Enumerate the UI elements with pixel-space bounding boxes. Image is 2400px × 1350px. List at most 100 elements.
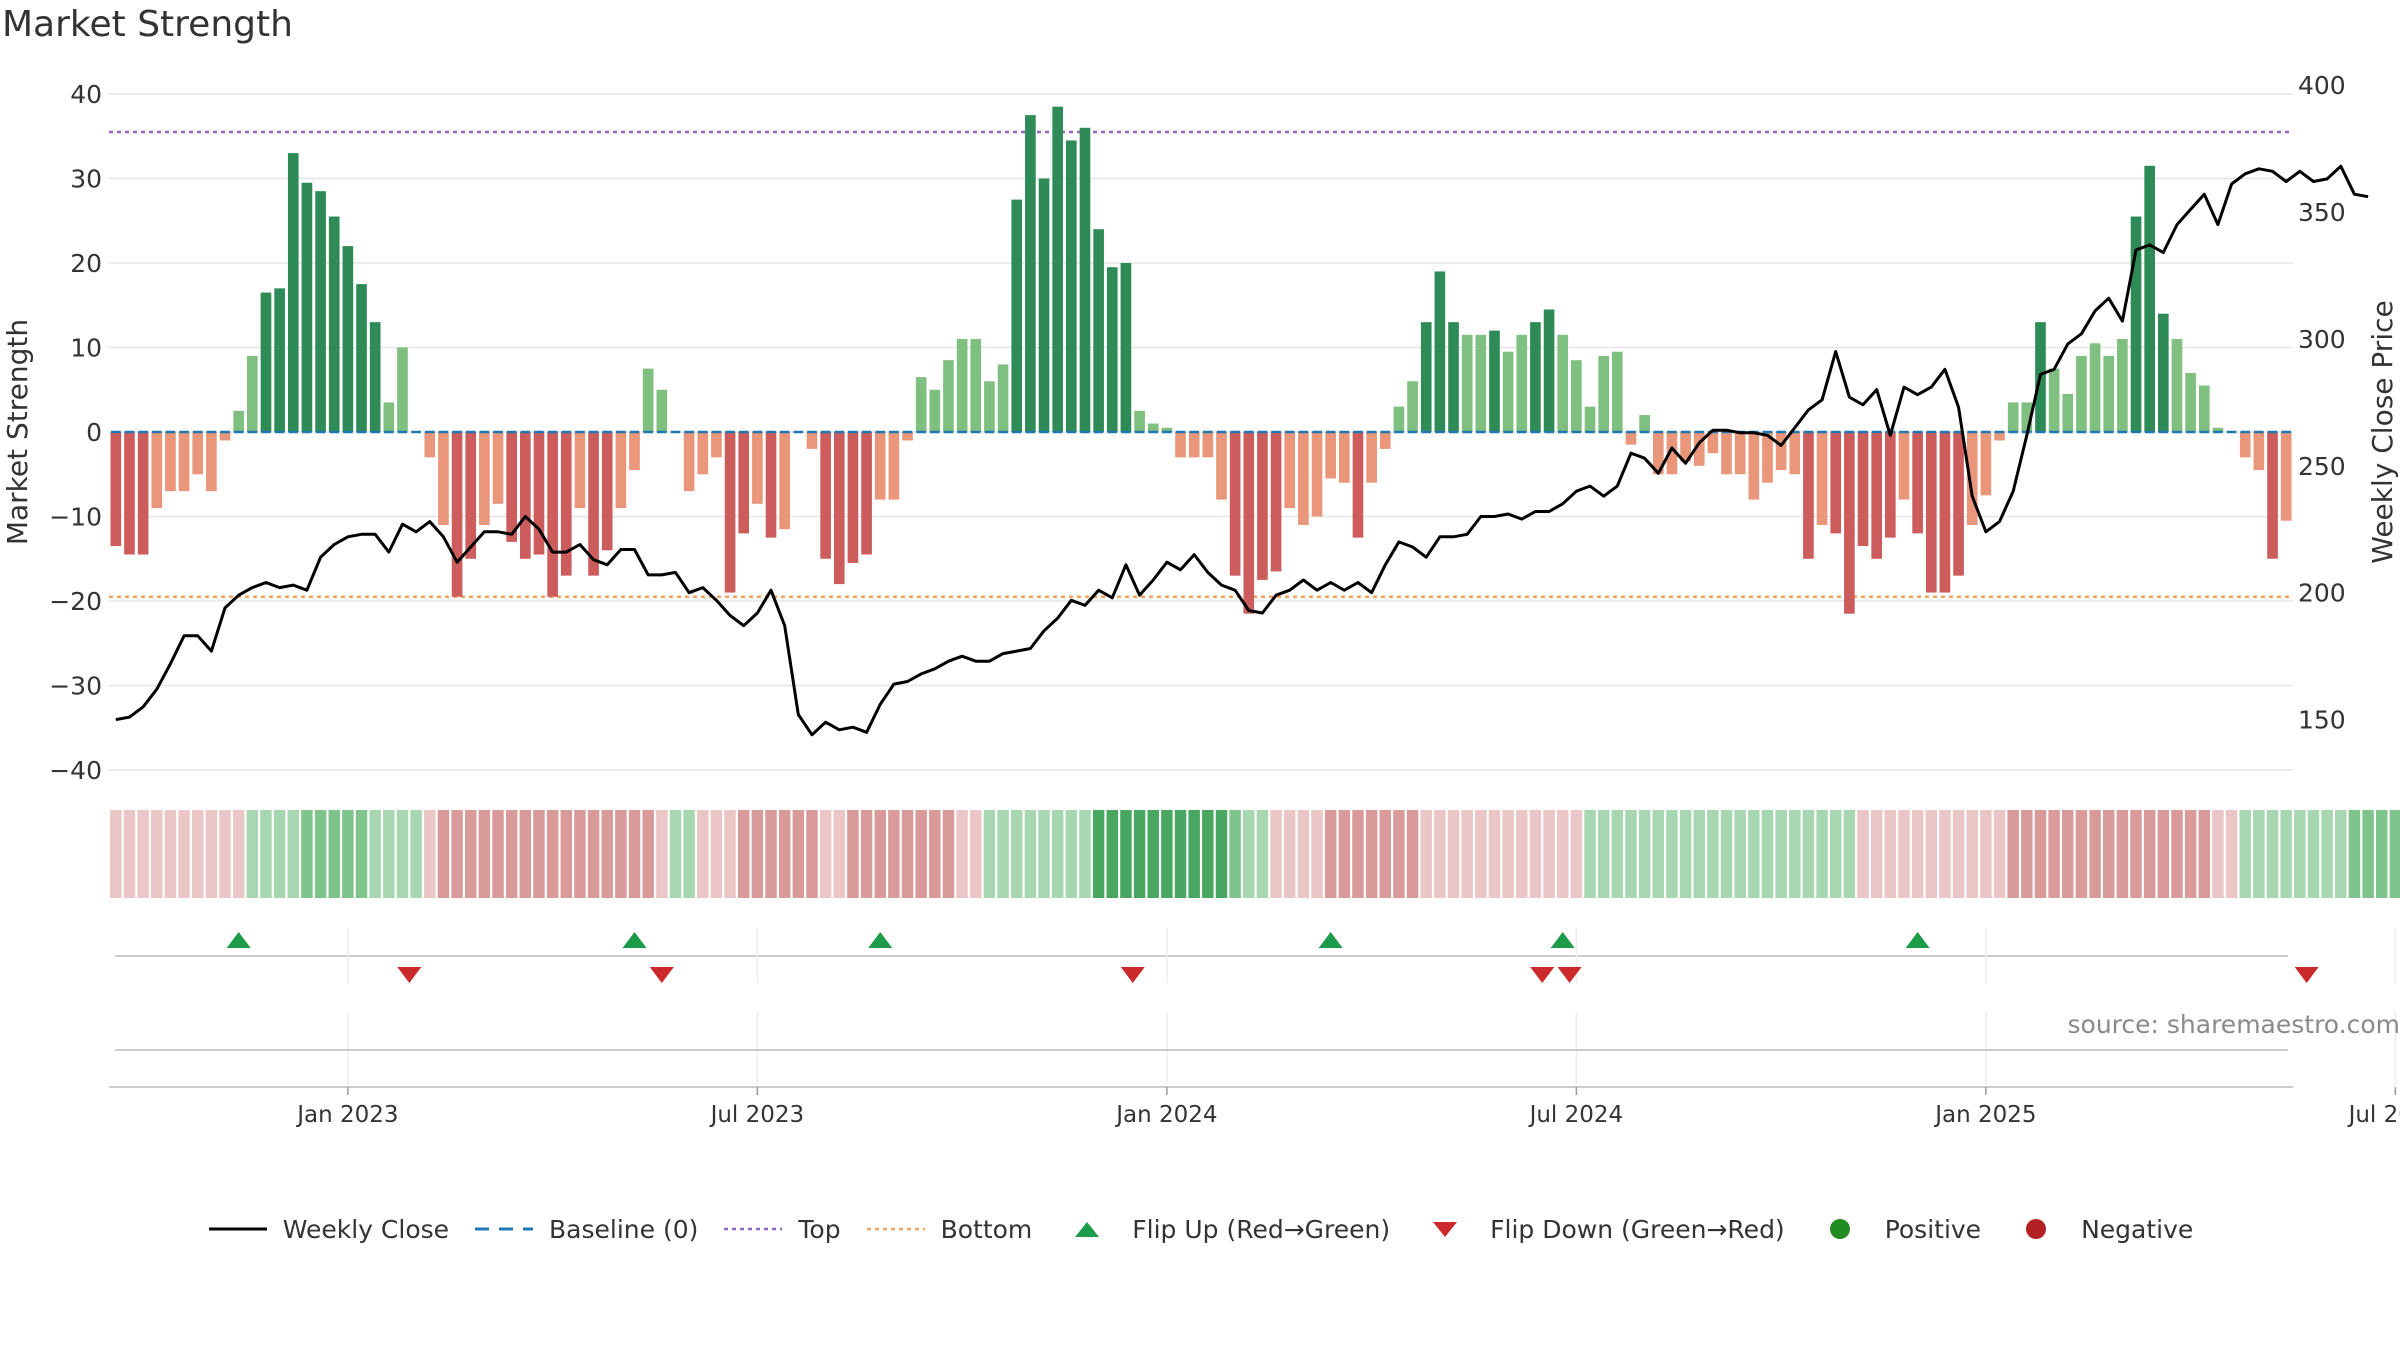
strip-cell (669, 810, 682, 898)
strip-cell (314, 810, 327, 898)
strip-cell (1475, 810, 1487, 898)
strength-bar (301, 182, 313, 432)
strength-bar (151, 432, 163, 509)
strip-cell (2198, 810, 2211, 898)
strength-bar (1953, 432, 1964, 576)
flip-up-marker (622, 932, 647, 948)
strip-cell (2212, 810, 2224, 898)
strength-bar (1939, 432, 1951, 593)
strip-cell (1202, 810, 1214, 898)
flip-markers (115, 928, 2397, 983)
y-tick-label: −40 (49, 756, 102, 785)
strip-cell (1843, 810, 1856, 898)
strength-bar (588, 432, 599, 576)
strength-bar (124, 432, 135, 555)
strength-bar (806, 432, 818, 449)
strip-cell (1256, 810, 1269, 898)
strip-cell (1898, 810, 1910, 898)
strength-bar (1120, 263, 1132, 432)
strength-bar (1352, 432, 1364, 538)
legend-label: Negative (2081, 1214, 2194, 1244)
strength-bar (2185, 372, 2196, 432)
strength-bar (943, 360, 954, 432)
strength-bar (1298, 432, 1309, 525)
strength-bar (1734, 432, 1746, 475)
strength-bar (1830, 432, 1842, 534)
legend-flip-up-swatch (1075, 1222, 1100, 1237)
strength-bar (260, 292, 272, 432)
strength-bar (2021, 402, 2033, 432)
strip-cell (915, 810, 927, 898)
strip-cell (806, 810, 818, 898)
strength-bar (1639, 415, 1650, 432)
strip-cell (1611, 810, 1624, 898)
strip-cell (1024, 810, 1037, 898)
strip-cell (1010, 810, 1023, 898)
strength-bar (1011, 199, 1023, 432)
strength-bar (601, 432, 613, 551)
strength-bar (165, 432, 176, 492)
strength-bar (1134, 410, 1145, 432)
strip-cell (1625, 810, 1637, 898)
legend-label: Top (798, 1214, 841, 1244)
strip-cell (437, 810, 450, 898)
strip-cell (191, 810, 204, 898)
strength-bar (1420, 322, 1432, 432)
strip-cell (1720, 810, 1733, 898)
strip-cell (519, 810, 532, 898)
strip-cell (1584, 810, 1596, 898)
strength-bar (397, 347, 408, 432)
strength-bar (1257, 432, 1268, 580)
strength-bar (1516, 334, 1528, 432)
flip-down-marker (397, 967, 422, 983)
strip-cell (1980, 810, 1992, 898)
strength-bar (438, 432, 449, 525)
strength-bar (642, 368, 654, 432)
strength-bar (615, 432, 627, 509)
strength-bar (465, 432, 477, 559)
weekly-close-line (115, 164, 2369, 737)
strength-bar (2089, 343, 2101, 432)
strip-cell (874, 810, 886, 898)
strength-bar (1871, 432, 1882, 559)
strip-cell (1502, 810, 1514, 898)
strip-cell (751, 810, 764, 898)
legend-item: Flip Down (Green→Red) (1414, 1214, 1785, 1244)
strip-cell (110, 810, 122, 898)
legend-swatch (208, 1227, 267, 1231)
strength-bar (629, 432, 640, 471)
strength-bar (1598, 355, 1609, 432)
strip-cell (1393, 810, 1405, 898)
strip-cell (1802, 810, 1815, 898)
strip-cell (1161, 810, 1173, 898)
flip-down-marker (649, 967, 674, 983)
strength-bar (219, 432, 231, 441)
strength-bar (1202, 432, 1214, 458)
strength-bar (1448, 322, 1459, 432)
strength-bar (1571, 360, 1582, 432)
strength-bar (752, 432, 763, 504)
strip-cell (2171, 810, 2183, 898)
strip-cell (2007, 810, 2019, 898)
strength-bar (1721, 432, 1732, 475)
strip-cell (1311, 810, 1323, 898)
strength-bar (315, 191, 326, 432)
strip-cell (574, 810, 586, 898)
strength-bar (1885, 432, 1896, 538)
strip-cell (1420, 810, 1432, 898)
strength-bar (2158, 313, 2169, 432)
strip-cell (478, 810, 491, 898)
strip-cell (1406, 810, 1419, 898)
strip-cell (2266, 810, 2279, 898)
strip-cell (2335, 810, 2347, 898)
strip-cell (2362, 810, 2374, 898)
strip-cell (123, 810, 136, 898)
strength-bar (2212, 427, 2224, 432)
y2-tick-label: 350 (2298, 198, 2346, 227)
strength-bar (902, 432, 913, 441)
strip-cell (888, 810, 900, 898)
strip-cell (1638, 810, 1651, 898)
strip-cell (1038, 810, 1050, 898)
strip-cell (1789, 810, 1801, 898)
strip-cell (997, 810, 1009, 898)
